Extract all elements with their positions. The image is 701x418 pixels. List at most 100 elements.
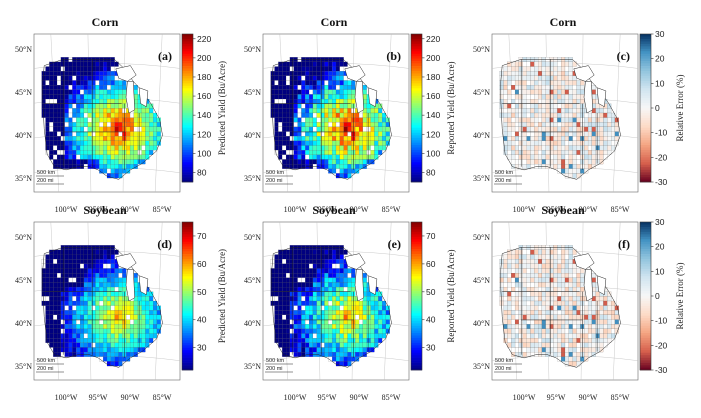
county-cell [518, 164, 523, 169]
county-cell [297, 89, 302, 95]
county-cell [328, 245, 333, 250]
county-cell [103, 126, 108, 132]
county-cell [553, 300, 558, 306]
county-cell [53, 254, 58, 260]
colorbar-swatch [411, 365, 422, 368]
county-cell [530, 154, 535, 160]
county-cell [355, 136, 360, 141]
county-cell [534, 263, 539, 269]
county-cell [110, 66, 115, 72]
county-cell [72, 108, 77, 114]
colorbar-tick-label: 20 [655, 54, 665, 64]
county-cell [99, 85, 104, 90]
county-cell [293, 126, 298, 132]
county-cell [305, 333, 310, 339]
county-cell [591, 277, 596, 283]
county-cell [561, 154, 566, 160]
county-cell [41, 89, 46, 95]
county-cell [87, 249, 92, 255]
county-cell [305, 328, 310, 334]
county-cell [301, 282, 306, 288]
county-cell [137, 314, 142, 320]
county-cell [611, 122, 616, 128]
scale-km-label: 500 km [495, 170, 513, 176]
colorbar-swatch [411, 367, 422, 371]
county-cell [293, 66, 298, 72]
county-cell [534, 75, 539, 81]
colorbar-swatch [411, 164, 422, 168]
county-cell [301, 61, 306, 67]
county-cell [110, 122, 115, 128]
colorbar-swatch [182, 246, 193, 250]
county-cell [534, 259, 539, 264]
county-cell [564, 159, 569, 165]
county-cell [87, 319, 92, 325]
county-cell [106, 145, 111, 151]
county-cell [534, 277, 539, 283]
lat-label: 45°N [244, 276, 261, 285]
county-cell [45, 71, 50, 76]
county-cell [99, 150, 104, 155]
county-cell [301, 71, 306, 76]
county-cell [133, 319, 138, 325]
county-cell [45, 324, 50, 329]
county-cell [347, 305, 352, 311]
county-cell [305, 282, 310, 288]
county-cell [76, 154, 81, 160]
county-cell [332, 263, 337, 269]
county-cell [503, 66, 508, 72]
county-cell [343, 277, 348, 283]
county-cell [309, 103, 314, 109]
county-cell [289, 263, 294, 269]
county-cell [133, 159, 138, 165]
county-cell [297, 71, 302, 76]
colorbar-swatch [182, 296, 193, 299]
county-cell [564, 245, 569, 250]
county-cell [80, 57, 85, 62]
county-cell [378, 150, 383, 155]
county-cell [587, 154, 592, 160]
county-cell [347, 94, 352, 100]
county-cell [514, 85, 519, 90]
county-cell [103, 314, 108, 320]
lat-label: 40°N [15, 319, 32, 328]
county-cell [99, 352, 104, 357]
county-cell [339, 249, 344, 255]
county-cell [301, 145, 306, 151]
county-cell [87, 273, 92, 278]
county-cell [68, 66, 73, 72]
county-cell [133, 300, 138, 306]
county-cell [83, 122, 88, 128]
county-cell [584, 319, 589, 325]
county-cell [72, 154, 77, 160]
county-cell [68, 305, 73, 311]
county-cell [316, 122, 321, 128]
county-cell [347, 85, 352, 90]
county-cell [538, 75, 543, 81]
county-cell [301, 273, 306, 278]
county-cell [347, 126, 352, 132]
county-cell [561, 57, 566, 62]
county-cell [68, 310, 73, 316]
county-cell [49, 85, 54, 90]
county-cell [68, 277, 73, 283]
colorbar-swatch [182, 127, 193, 131]
county-cell [56, 122, 61, 128]
county-cell [362, 159, 367, 165]
meridian-line [383, 33, 392, 193]
county-cell [293, 136, 298, 141]
county-cell [301, 338, 306, 343]
county-cell [103, 122, 108, 128]
colorbar-swatch [411, 246, 422, 250]
county-cell [309, 126, 314, 132]
county-cell [316, 310, 321, 316]
county-cell [522, 291, 527, 297]
county-cell [382, 328, 387, 334]
county-cell [293, 291, 298, 297]
county-cell [122, 80, 127, 86]
county-cell [274, 131, 279, 137]
county-cell [133, 154, 138, 160]
county-cell [312, 108, 317, 114]
county-cell [122, 89, 127, 95]
county-cell [110, 333, 115, 339]
